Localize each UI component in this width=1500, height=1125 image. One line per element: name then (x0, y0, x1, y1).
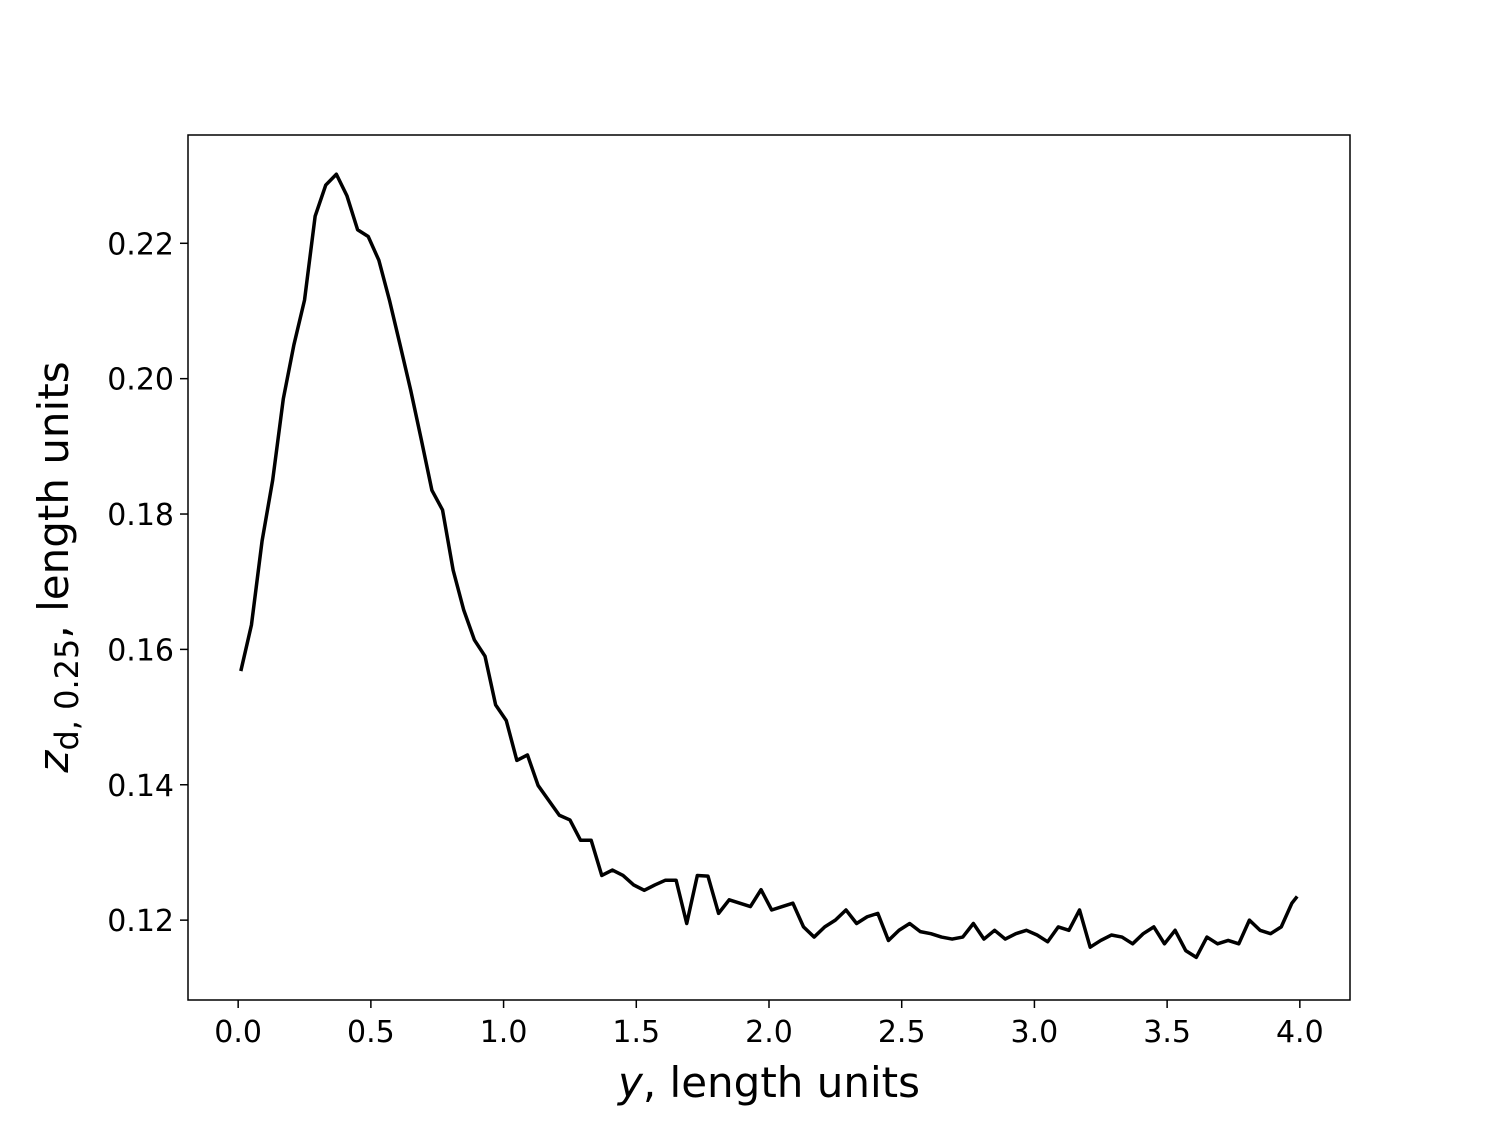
x-tick-label: 3.0 (1011, 1015, 1059, 1050)
x-label-rest: , length units (643, 1058, 920, 1107)
y-tick-label: 0.20 (107, 363, 174, 398)
x-label-var: y (616, 1058, 644, 1107)
x-tick-label: 0.5 (347, 1015, 395, 1050)
y-tick-label: 0.16 (107, 633, 174, 668)
y-tick-label: 0.22 (107, 227, 174, 262)
y-label-var: z (29, 750, 78, 774)
x-tick-label: 2.5 (878, 1015, 926, 1050)
x-tick-label: 1.0 (480, 1015, 528, 1050)
x-tick-label: 1.5 (612, 1015, 660, 1050)
plot-frame (187, 134, 1351, 1001)
data-line (239, 172, 1299, 960)
x-tick-label: 2.0 (745, 1015, 793, 1050)
x-tick-label: 3.5 (1143, 1015, 1191, 1050)
y-tick-label: 0.14 (107, 769, 174, 804)
y-label-sub: d, 0.25 (48, 639, 86, 751)
x-tick-label: 0.0 (214, 1015, 262, 1050)
x-axis-label: y, length units (616, 1058, 920, 1107)
y-tick-label: 0.18 (107, 498, 174, 533)
y-tick-label: 0.12 (107, 904, 174, 939)
y-label-rest: , length units (29, 361, 78, 638)
y-axis-label: zd, 0.25, length units (29, 361, 86, 773)
x-tick-label: 4.0 (1276, 1015, 1324, 1050)
